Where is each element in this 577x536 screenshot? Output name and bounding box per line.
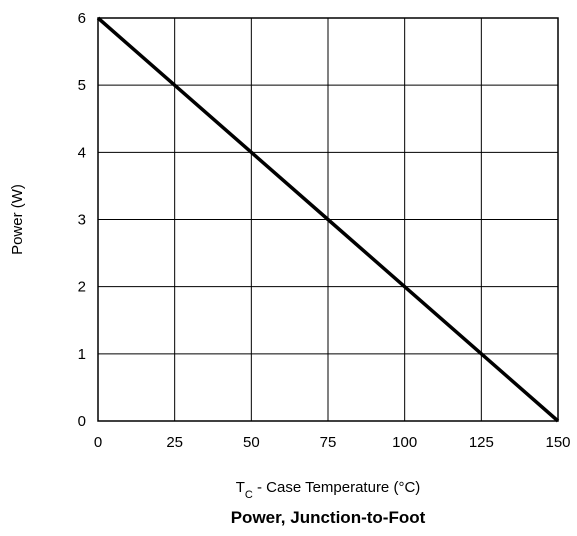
series-layer [96, 16, 560, 423]
x-tick-label-100: 100 [392, 434, 417, 451]
grid [98, 18, 558, 421]
x-tick-label-50: 50 [243, 434, 260, 451]
y-tick-label-4: 4 [78, 144, 86, 161]
x-tick-label-125: 125 [469, 434, 494, 451]
y-tick-label-6: 6 [78, 10, 86, 27]
y-tick-label-5: 5 [78, 77, 86, 94]
y-tick-label-2: 2 [78, 279, 86, 296]
series-line-0 [96, 16, 560, 423]
plot-frame [97, 17, 559, 422]
x-axis-label-prefix: T [236, 479, 245, 496]
x-tick-label-75: 75 [320, 434, 337, 451]
chart-title: Power, Junction-to-Foot [231, 508, 426, 527]
x-tick-label-25: 25 [166, 434, 183, 451]
x-axis-label-subscript: C [245, 489, 253, 501]
y-tick-labels: 0 1 2 3 4 5 6 [78, 10, 86, 430]
y-tick-label-0: 0 [78, 413, 86, 430]
x-axis-label-suffix: - Case Temperature (°C) [253, 479, 420, 496]
x-axis-label: TC - Case Temperature (°C) [236, 479, 421, 501]
x-tick-labels: 0 25 50 75 100 125 150 [94, 434, 571, 451]
x-tick-label-0: 0 [94, 434, 102, 451]
y-tick-label-3: 3 [78, 212, 86, 229]
y-tick-label-1: 1 [78, 346, 86, 363]
x-tick-label-150: 150 [545, 434, 570, 451]
y-axis-label: Power (W) [9, 184, 26, 255]
